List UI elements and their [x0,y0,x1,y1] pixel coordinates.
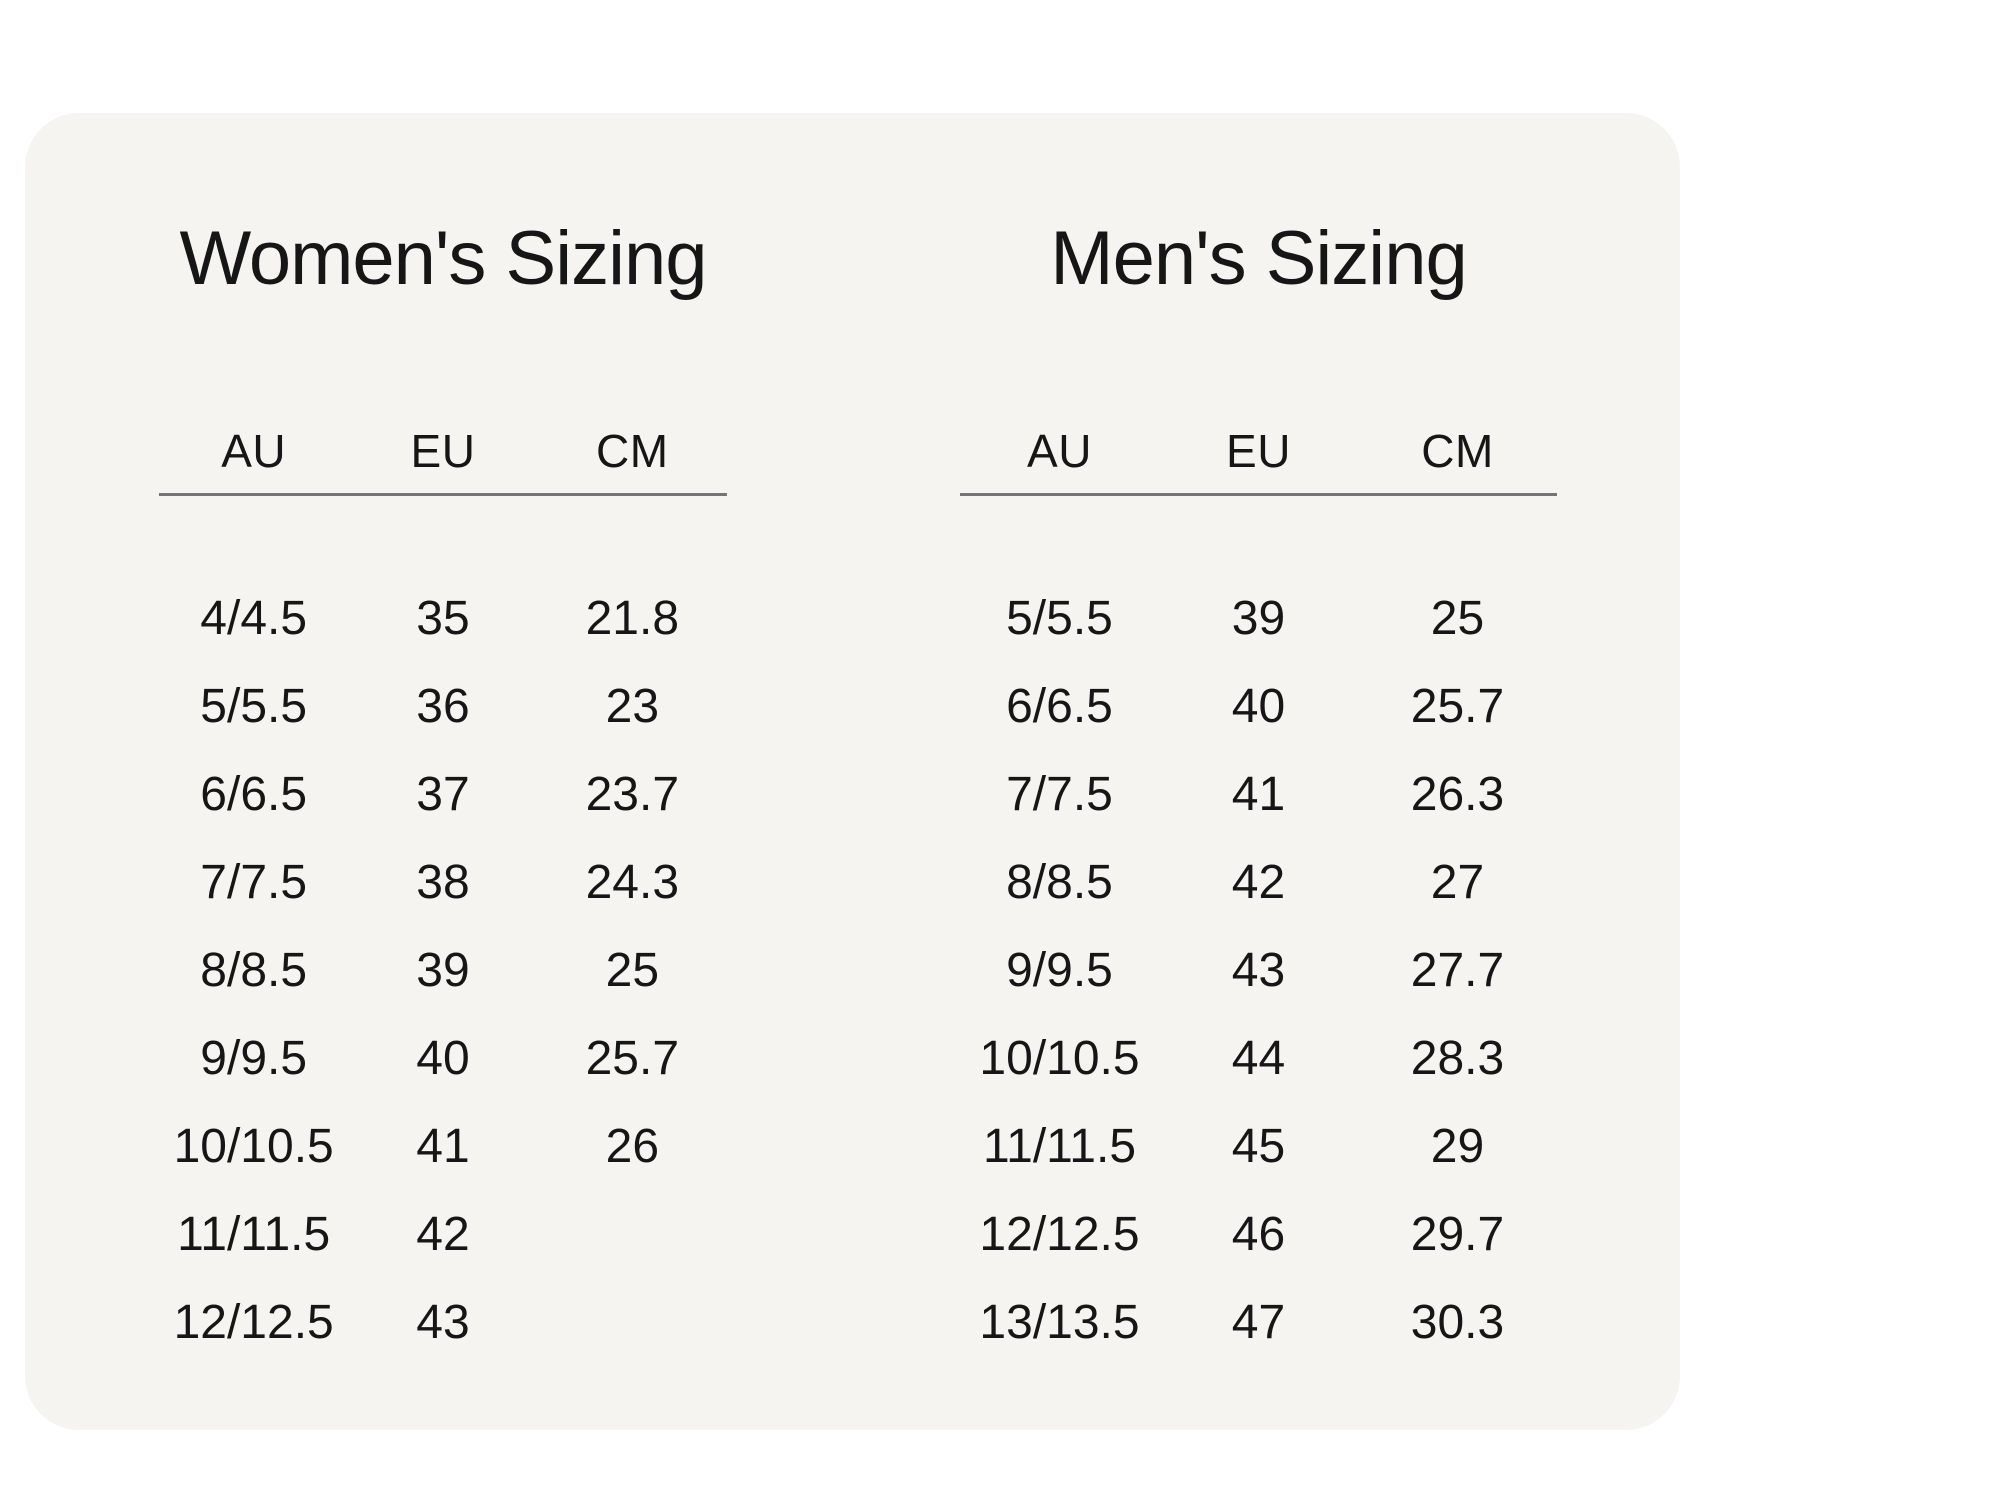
cm-value: 28.3 [1410,1032,1505,1085]
eu-value: 40 [416,1032,470,1085]
au-value: 6/6.5 [200,768,308,821]
table-row: 6/6.5 37 23.7 [159,751,727,839]
cm-value: 25.7 [585,1032,680,1085]
au-value: 5/5.5 [200,680,308,733]
eu-value: 41 [416,1120,470,1173]
au-value: 9/9.5 [200,1032,308,1085]
mens-column-header-au: AU [1027,425,1092,477]
au-value: 9/9.5 [1006,944,1113,997]
mens-column-header-eu: EU [1226,425,1291,477]
mens-table-title: Men's Sizing [1050,216,1467,301]
au-value: 11/11.5 [177,1208,331,1261]
eu-value: 42 [1231,856,1286,909]
eu-value: 38 [416,856,470,909]
table-row: 7/7.5 41 26.3 [960,751,1557,839]
au-value: 6/6.5 [1006,680,1113,733]
au-value: 8/8.5 [1006,856,1113,909]
womens-column-header-eu: EU [410,425,476,477]
womens-column-header-cm: CM [596,425,669,477]
eu-value: 43 [1231,944,1286,997]
cm-value: 27.7 [1410,944,1505,997]
cm-value: 25 [605,944,660,997]
womens-table-title: Women's Sizing [179,216,707,301]
table-row: 6/6.5 40 25.7 [960,663,1557,751]
cm-value: 23 [605,680,660,733]
womens-column-headers: AU EU CM [159,428,727,474]
table-row: 5/5.5 36 23 [159,663,727,751]
table-row: 12/12.5 46 29.7 [960,1191,1557,1279]
au-value: 4/4.5 [200,592,308,645]
mens-sizing-table: Men's Sizing AU EU CM 5/5.5 39 25 6/6.5 … [960,113,1557,1430]
au-value: 7/7.5 [1006,768,1113,821]
cm-value: 21.8 [585,592,680,645]
womens-header-underline [159,493,727,496]
table-row: 11/11.5 42 [159,1191,727,1279]
eu-value: 47 [1231,1296,1286,1349]
eu-value: 39 [416,944,470,997]
womens-sizing-table: Women's Sizing AU EU CM 4/4.5 35 21.8 5/… [159,113,727,1430]
table-row: 10/10.5 41 26 [159,1103,727,1191]
table-row: 8/8.5 42 27 [960,839,1557,927]
table-row: 9/9.5 40 25.7 [159,1015,727,1103]
table-row: 12/12.5 43 [159,1279,727,1367]
eu-value: 40 [1231,680,1286,733]
mens-rows: 5/5.5 39 25 6/6.5 40 25.7 7/7.5 41 26.3 … [960,575,1557,1367]
table-row: 10/10.5 44 28.3 [960,1015,1557,1103]
eu-value: 39 [1231,592,1286,645]
mens-column-header-cm: CM [1421,425,1494,477]
eu-value: 41 [1231,768,1286,821]
cm-value: 29 [1430,1120,1485,1173]
au-value: 8/8.5 [200,944,308,997]
cm-value: 25.7 [1410,680,1505,733]
table-row: 9/9.5 43 27.7 [960,927,1557,1015]
eu-value: 36 [416,680,470,733]
mens-column-headers: AU EU CM [960,428,1557,474]
eu-value: 37 [416,768,470,821]
au-value: 7/7.5 [200,856,308,909]
cm-value: 29.7 [1410,1208,1505,1261]
womens-rows: 4/4.5 35 21.8 5/5.5 36 23 6/6.5 37 23.7 … [159,575,727,1367]
table-row: 4/4.5 35 21.8 [159,575,727,663]
womens-column-header-au: AU [221,425,287,477]
au-value: 12/12.5 [979,1208,1140,1261]
cm-value: 26 [605,1120,660,1173]
eu-value: 46 [1231,1208,1286,1261]
table-row: 5/5.5 39 25 [960,575,1557,663]
eu-value: 44 [1231,1032,1286,1085]
table-row: 13/13.5 47 30.3 [960,1279,1557,1367]
eu-value: 35 [416,592,470,645]
table-row: 7/7.5 38 24.3 [159,839,727,927]
au-value: 10/10.5 [173,1120,334,1173]
au-value: 13/13.5 [979,1296,1140,1349]
eu-value: 45 [1231,1120,1286,1173]
au-value: 11/11.5 [982,1120,1137,1173]
au-value: 10/10.5 [979,1032,1140,1085]
eu-value: 43 [416,1296,470,1349]
au-value: 12/12.5 [173,1296,334,1349]
cm-value: 23.7 [585,768,680,821]
table-row: 11/11.5 45 29 [960,1103,1557,1191]
cm-value: 24.3 [585,856,680,909]
sizing-chart-card: Women's Sizing AU EU CM 4/4.5 35 21.8 5/… [25,113,1680,1430]
table-row: 8/8.5 39 25 [159,927,727,1015]
au-value: 5/5.5 [1006,592,1113,645]
cm-value: 27 [1430,856,1485,909]
mens-header-underline [960,493,1557,496]
cm-value: 25 [1430,592,1485,645]
cm-value: 26.3 [1410,768,1505,821]
cm-value: 30.3 [1410,1296,1505,1349]
eu-value: 42 [416,1208,470,1261]
